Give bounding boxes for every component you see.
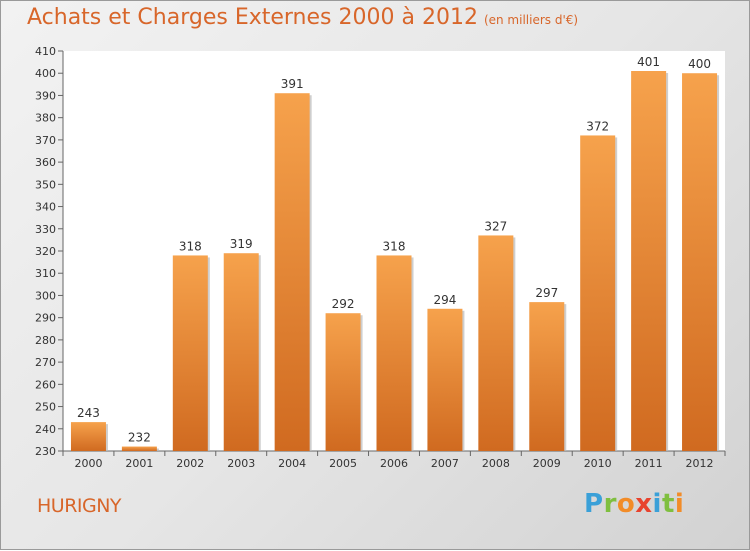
bar-2002 [172,255,208,451]
x-tick-label: 2011 [635,457,663,470]
bar-2010 [580,135,616,451]
logo-letter: P [584,489,604,519]
bar-value-label: 319 [230,237,253,251]
bar-2004 [274,93,310,451]
chart-subtitle: (en milliers d'€) [483,13,579,27]
commune-name: HURIGNY [37,495,122,517]
bar-value-label: 243 [77,406,100,420]
logo-letter: x [635,489,653,519]
y-tick-label: 380 [35,112,56,125]
y-tick-label: 270 [35,356,56,369]
logo-letter: t [661,489,675,519]
bar-value-label: 294 [433,293,456,307]
x-tick-label: 2007 [431,457,459,470]
y-tick-label: 290 [35,312,56,325]
bar-value-label: 318 [383,239,406,253]
x-tick-label: 2004 [278,457,306,470]
y-tick-label: 240 [35,423,56,436]
x-tick-label: 2000 [74,457,102,470]
x-tick-label: 2010 [584,457,612,470]
y-tick-label: 300 [35,289,56,302]
bar-2003 [223,253,259,451]
bar-value-label: 327 [484,219,507,233]
bar-value-label: 400 [688,57,711,71]
bar-2000 [70,422,106,451]
y-tick-label: 260 [35,378,56,391]
logo-letter: i [652,489,662,519]
bar-value-label: 391 [281,77,304,91]
bar-2007 [427,308,463,451]
x-tick-label: 2001 [125,457,153,470]
y-tick-label: 280 [35,334,56,347]
x-tick-label: 2009 [533,457,561,470]
bar-2005 [325,313,361,451]
bar-value-label: 297 [535,286,558,300]
bar-2012 [682,73,718,451]
bar-value-label: 232 [128,431,151,445]
bar-value-label: 372 [586,119,609,133]
x-tick-label: 2003 [227,457,255,470]
y-tick-label: 400 [35,67,56,80]
x-tick-label: 2006 [380,457,408,470]
y-tick-label: 410 [35,45,56,58]
y-tick-label: 370 [35,134,56,147]
bar-value-label: 401 [637,55,660,69]
x-tick-label: 2005 [329,457,357,470]
proxiti-logo: Proxiti [584,489,684,519]
bar-2001 [121,446,157,451]
y-tick-label: 350 [35,178,56,191]
logo-letter: r [603,489,617,519]
y-tick-label: 230 [35,445,56,458]
bar-value-label: 292 [332,297,355,311]
y-tick-label: 340 [35,201,56,214]
chart-title-text: Achats et Charges Externes 2000 à 2012 [27,5,478,30]
bar-2008 [478,235,514,451]
x-tick-label: 2002 [176,457,204,470]
bar-2011 [631,71,667,451]
y-tick-label: 390 [35,89,56,102]
bar-2009 [529,302,565,451]
y-tick-label: 250 [35,401,56,414]
y-tick-label: 310 [35,267,56,280]
y-tick-label: 320 [35,245,56,258]
chart-title: Achats et Charges Externes 2000 à 2012 (e… [27,5,578,30]
logo-letter: i [674,489,685,519]
logo-letter: o [616,489,636,519]
bar-value-label: 318 [179,239,202,253]
y-tick-label: 360 [35,156,56,169]
x-tick-label: 2012 [686,457,714,470]
x-tick-label: 2008 [482,457,510,470]
y-tick-label: 330 [35,223,56,236]
bar-2006 [376,255,412,451]
plot-area: 230 240 250 260 270 280 290 300 310 320 330 340 350 3… [35,45,726,470]
